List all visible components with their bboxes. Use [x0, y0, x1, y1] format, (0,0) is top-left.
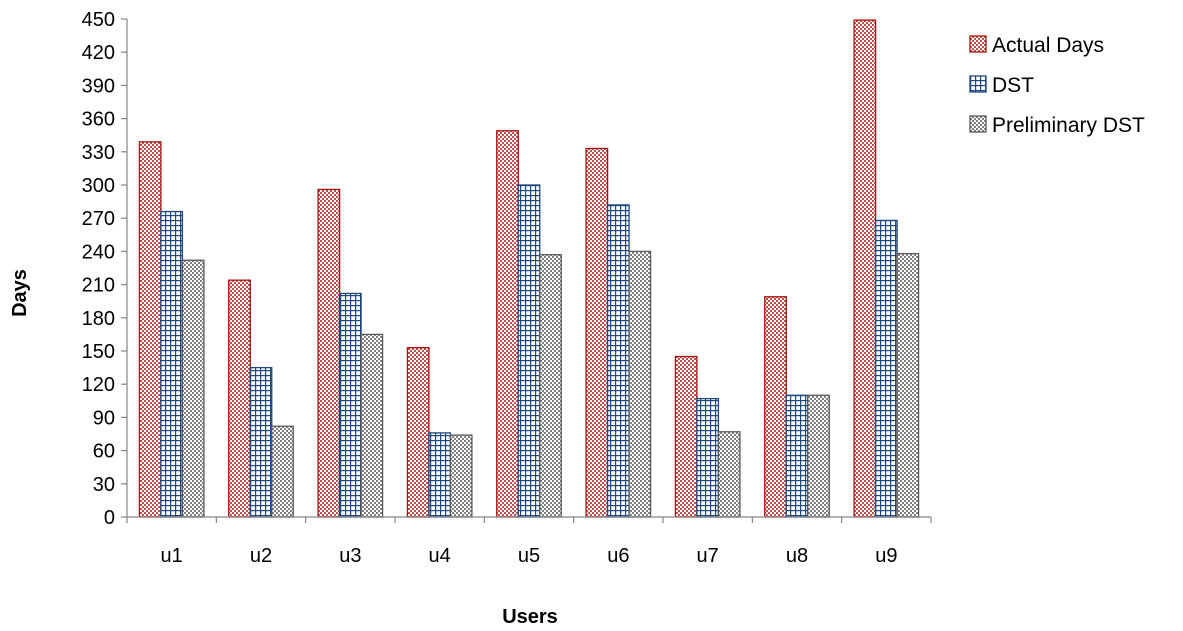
y-tick-label: 30	[93, 474, 115, 496]
bar-actual-days-u6	[585, 147, 609, 518]
bar-actual-days-u4	[406, 347, 430, 518]
bar-dst-u6	[606, 204, 630, 518]
y-tick-label: 0	[104, 507, 115, 529]
bar-dst-u9	[874, 219, 898, 518]
bar-dst-u2	[249, 366, 273, 518]
y-tick-label: 270	[82, 208, 115, 230]
x-tick-label-u7: u7	[697, 545, 719, 567]
y-tick-label: 390	[82, 75, 115, 97]
x-tick-label-u4: u4	[429, 545, 451, 567]
axes-layer	[121, 18, 932, 523]
legend-swatch-dst	[969, 75, 987, 93]
bar-dst-u4	[428, 432, 452, 518]
bar-dst-u8	[785, 394, 809, 518]
x-tick-label-u9: u9	[875, 545, 897, 567]
bar-preliminary-dst-u8	[807, 394, 830, 518]
legend-label-dst: DST	[992, 74, 1034, 97]
x-tick-label-u2: u2	[250, 545, 272, 567]
bar-preliminary-dst-u5	[539, 254, 562, 518]
bar-actual-days-u1	[138, 141, 162, 518]
y-tick-labels: 0 30 60 90 120 150 180 210 240 270 300 330 360 390 420…	[82, 9, 115, 529]
bar-actual-days-u3	[317, 188, 341, 518]
bar-dst-u7	[696, 397, 720, 518]
legend: Actual Days DST Preliminary DST	[969, 34, 1145, 137]
bar-preliminary-dst-u3	[360, 333, 384, 518]
bars-layer	[138, 19, 920, 518]
bar-preliminary-dst-u4	[449, 434, 473, 518]
y-tick-label: 240	[82, 241, 115, 263]
y-tick-label: 330	[82, 142, 115, 164]
bar-dst-u3	[338, 292, 362, 518]
x-tick-label-u8: u8	[786, 545, 808, 567]
bar-actual-days-u5	[496, 130, 519, 518]
bar-preliminary-dst-u7	[717, 431, 741, 518]
bar-actual-days-u8	[764, 296, 787, 518]
y-tick-label: 210	[82, 275, 115, 297]
bar-actual-days-u7	[674, 355, 698, 518]
bar-preliminary-dst-u1	[181, 259, 205, 518]
x-tick-label-u6: u6	[607, 545, 629, 567]
y-tick-label: 450	[82, 9, 115, 31]
legend-swatch-preliminary-dst	[969, 115, 987, 133]
x-tick-label-u1: u1	[161, 545, 183, 567]
y-tick-label: 180	[82, 308, 115, 330]
legend-label-preliminary-dst: Preliminary DST	[992, 114, 1145, 137]
y-tick-label: 150	[82, 341, 115, 363]
y-tick-label: 360	[82, 109, 115, 131]
y-axis-title: Days	[9, 269, 31, 317]
bar-preliminary-dst-u2	[271, 425, 294, 518]
y-tick-label: 120	[82, 374, 115, 396]
x-tick-labels: u1 u2 u3 u4 u5 u6 u7 u8 u9	[161, 545, 898, 567]
bar-dst-u5	[517, 184, 541, 518]
bar-dst-u1	[160, 210, 184, 518]
bar-actual-days-u2	[228, 279, 251, 518]
y-tick-label: 60	[93, 441, 115, 463]
y-tick-label: 420	[82, 42, 115, 64]
y-tick-label: 300	[82, 175, 115, 197]
x-axis-title: Users	[502, 606, 558, 628]
legend-swatch-actual-days	[969, 35, 987, 53]
legend-label-actual-days: Actual Days	[992, 34, 1104, 57]
x-tick-label-u5: u5	[518, 545, 540, 567]
bar-preliminary-dst-u6	[628, 250, 652, 518]
bar-actual-days-u9	[853, 19, 877, 518]
x-tick-label-u3: u3	[339, 545, 361, 567]
bar-preliminary-dst-u9	[896, 252, 920, 518]
y-tick-label: 90	[93, 407, 115, 429]
